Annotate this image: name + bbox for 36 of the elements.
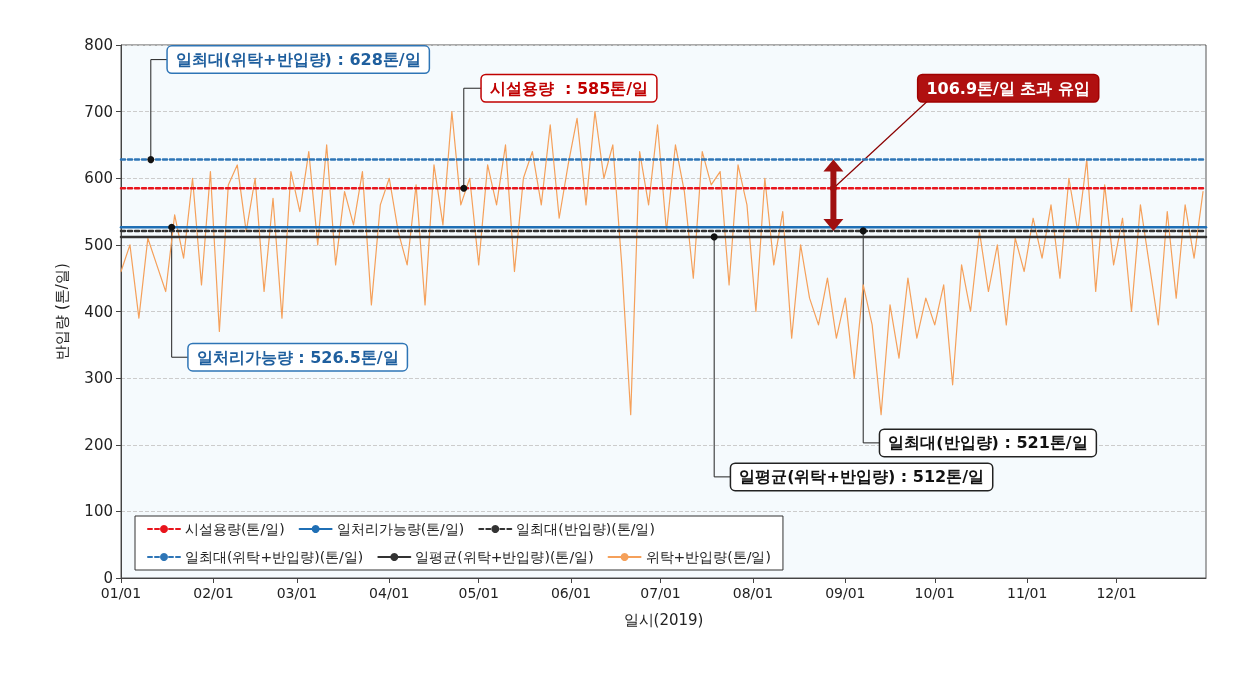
- y-axis-title: 반입량 (톤/일): [52, 263, 71, 360]
- y-tick-label: 800: [84, 36, 113, 54]
- x-tick-label: 08/01: [732, 585, 774, 601]
- line-series: [120, 111, 1204, 416]
- x-tick-label: 12/01: [1096, 585, 1137, 601]
- y-tick-label: 300: [84, 369, 113, 388]
- legend-label: 시설용량(톤/일): [185, 521, 285, 537]
- y-tick-label: 0: [103, 569, 113, 587]
- x-tick-label: 07/01: [640, 585, 681, 601]
- legend-label: 일최대(위탁+반입량)(톤/일): [185, 549, 364, 565]
- annotation: 일처리가능량 : 526.5톤/일: [196, 347, 399, 367]
- x-tick-label: 04/01: [369, 585, 410, 601]
- y-tick-label: 100: [84, 502, 113, 521]
- annotation: 일최대(위탁+반입량) : 628톤/일: [175, 50, 421, 70]
- y-tick-label: 600: [84, 169, 113, 188]
- x-tick-label: 03/01: [276, 585, 318, 601]
- x-tick-label: 01/01: [100, 585, 142, 601]
- legend-label: 일처리가능량(톤/일): [336, 521, 465, 537]
- y-tick-label: 500: [84, 235, 113, 254]
- y-tick-label: 400: [84, 302, 113, 321]
- legend-label: 일평균(위탁+반입량)(톤/일): [415, 549, 594, 565]
- x-tick-label: 11/01: [1006, 585, 1048, 601]
- x-tick-label: 06/01: [550, 585, 592, 601]
- legend-label: 위탁+반입량(톤/일): [645, 549, 771, 565]
- x-axis-title: 일시(2019): [623, 610, 704, 629]
- x-tick-label: 10/01: [914, 585, 955, 601]
- annotation: 일평균(위탁+반입량) : 512톤/일: [739, 467, 984, 487]
- annotation: 106.9톤/일 초과 유입: [926, 78, 1090, 98]
- x-tick-label: 02/01: [193, 585, 234, 601]
- x-tick-label: 09/01: [825, 585, 866, 601]
- annotation: 일최대(반입량) : 521톤/일: [888, 433, 1088, 453]
- annotation: 시설용량 : 585톤/일: [489, 78, 649, 98]
- x-tick-label: 05/01: [458, 585, 499, 601]
- legend-label: 일최대(반입량)(톤/일): [516, 521, 655, 537]
- y-tick-label: 200: [84, 435, 113, 454]
- y-tick-label: 700: [84, 102, 113, 121]
